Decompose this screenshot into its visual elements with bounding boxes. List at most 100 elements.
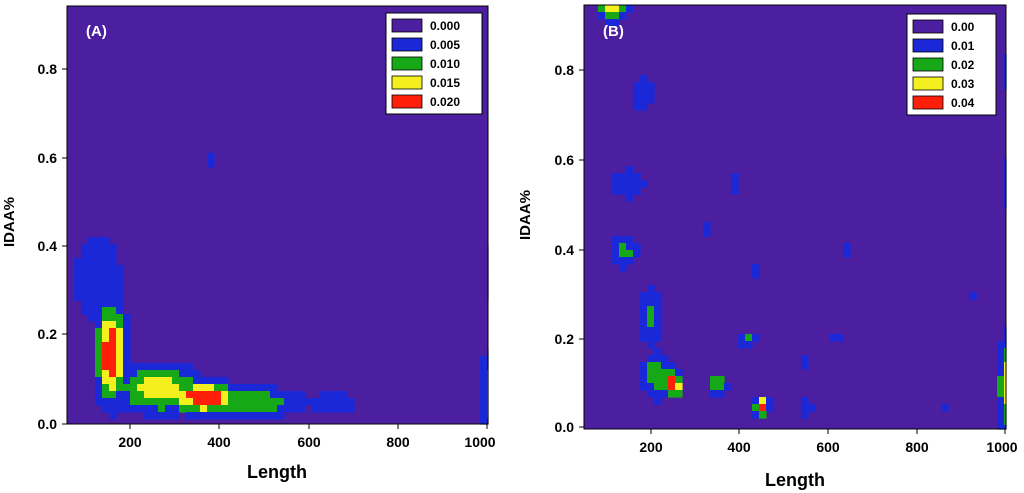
heatmap-cell-a	[298, 391, 306, 399]
heatmap-cell-a	[102, 314, 110, 322]
heatmap-cell-a	[165, 384, 173, 392]
heatmap-cell-a	[235, 391, 243, 399]
heatmap-cell-a	[165, 398, 173, 406]
heatmap-cell-a	[326, 398, 334, 406]
heatmap-cell-b	[801, 404, 809, 412]
heatmap-cell-a	[151, 405, 159, 413]
heatmap-cell-b	[1004, 376, 1007, 384]
heatmap-cell-a	[95, 265, 103, 273]
heatmap-cell-b	[997, 404, 1005, 412]
heatmap-cell-a	[270, 398, 278, 406]
heatmap-cell-a	[116, 300, 124, 308]
heatmap-cell-a	[172, 384, 180, 392]
heatmap-cell-a	[340, 398, 348, 406]
heatmap-cell-a	[88, 237, 96, 245]
heatmap-cell-b	[668, 376, 676, 384]
heatmap-cell-a	[102, 265, 110, 273]
heatmap-cell-a	[130, 363, 138, 371]
heatmap-cell-a	[130, 377, 138, 385]
heatmap-cell-b	[710, 376, 718, 384]
heatmap-cell-a	[102, 377, 110, 385]
heatmap-cell-a	[102, 363, 110, 371]
heatmap-cell-b	[619, 5, 627, 13]
heatmap-cell-a	[165, 363, 173, 371]
heatmap-cell-a	[242, 412, 250, 420]
heatmap-cell-a	[249, 398, 257, 406]
heatmap-cell-a	[137, 391, 145, 399]
heatmap-cell-b	[668, 383, 676, 391]
heatmap-cell-b	[1004, 166, 1007, 174]
heatmap-cell-b	[1004, 334, 1007, 342]
heatmap-cell-b	[647, 89, 655, 97]
heatmap-cell-b	[633, 173, 641, 181]
heatmap-cell-a	[88, 300, 96, 308]
heatmap-cell-a	[109, 272, 117, 280]
heatmap-cell-a	[144, 412, 152, 420]
heatmap-cell-a	[480, 398, 488, 406]
heatmap-cell-b	[997, 411, 1005, 419]
heatmap-cell-b	[661, 369, 669, 377]
heatmap-cell-a	[130, 391, 138, 399]
heatmap-cell-b	[654, 397, 662, 405]
heatmap-cell-a	[200, 412, 208, 420]
y-tick-label-a-3: 0.6	[38, 150, 58, 166]
heatmap-cell-a	[130, 398, 138, 406]
heatmap-cell-a	[95, 398, 103, 406]
heatmap-cell-b	[647, 285, 655, 293]
heatmap-cell-b	[1004, 397, 1007, 405]
heatmap-cell-a	[144, 370, 152, 378]
heatmap-cell-a	[326, 391, 334, 399]
heatmap-cell-a	[144, 363, 152, 371]
heatmap-cell-a	[151, 398, 159, 406]
heatmap-cell-a	[228, 398, 236, 406]
heatmap-cell-b	[668, 362, 676, 370]
legend-swatch-b-4	[912, 95, 944, 110]
heatmap-cell-a	[123, 398, 131, 406]
heatmap-cell-b	[997, 376, 1005, 384]
heatmap-cell-b	[640, 306, 648, 314]
heatmap-cell-a	[480, 419, 488, 425]
heatmap-cell-a	[95, 258, 103, 266]
heatmap-cell-a	[95, 377, 103, 385]
heatmap-cell-b	[633, 243, 641, 251]
heatmap-cell-b	[619, 257, 627, 265]
heatmap-cell-a	[102, 342, 110, 350]
heatmap-cell-a	[186, 384, 194, 392]
heatmap-cell-a	[74, 258, 82, 266]
heatmap-cell-a	[256, 412, 264, 420]
heatmap-cell-a	[277, 391, 285, 399]
heatmap-cell-a	[109, 349, 117, 357]
chart-panel-b: (B) 0.00 0.01 0.02 0.03 0.04 200 400 600…	[517, 4, 1018, 490]
heatmap-cell-a	[109, 356, 117, 364]
heatmap-cell-a	[88, 279, 96, 287]
heatmap-cell-a	[172, 391, 180, 399]
legend-swatch-a-3	[391, 75, 423, 90]
heatmap-cell-a	[109, 321, 117, 329]
heatmap-cell-a	[298, 405, 306, 413]
heatmap-cell-a	[116, 293, 124, 301]
heatmap-cell-b	[941, 404, 949, 412]
heatmap-cell-a	[277, 405, 285, 413]
heatmap-cell-a	[109, 286, 117, 294]
heatmap-cell-a	[480, 384, 488, 392]
heatmap-cell-b	[675, 376, 683, 384]
heatmap-cell-b	[647, 313, 655, 321]
heatmap-cell-a	[263, 384, 271, 392]
heatmap-cell-b	[654, 355, 662, 363]
heatmap-cell-a	[214, 398, 222, 406]
heatmap-cell-a	[95, 307, 103, 315]
heatmap-cell-a	[256, 384, 264, 392]
heatmap-cell-a	[109, 258, 117, 266]
heatmap-cell-b	[647, 306, 655, 314]
heatmap-cell-b	[661, 390, 669, 398]
heatmap-cell-b	[654, 369, 662, 377]
heatmap-cell-b	[605, 5, 613, 13]
heatmap-cell-b	[654, 334, 662, 342]
heatmap-cell-a	[228, 391, 236, 399]
heatmap-cell-a	[221, 391, 229, 399]
heatmap-cell-a	[102, 335, 110, 343]
heatmap-cell-a	[179, 384, 187, 392]
heatmap-cell-a	[340, 391, 348, 399]
heatmap-cell-b	[766, 397, 774, 405]
x-tick-label-a-400: 400	[207, 434, 231, 450]
